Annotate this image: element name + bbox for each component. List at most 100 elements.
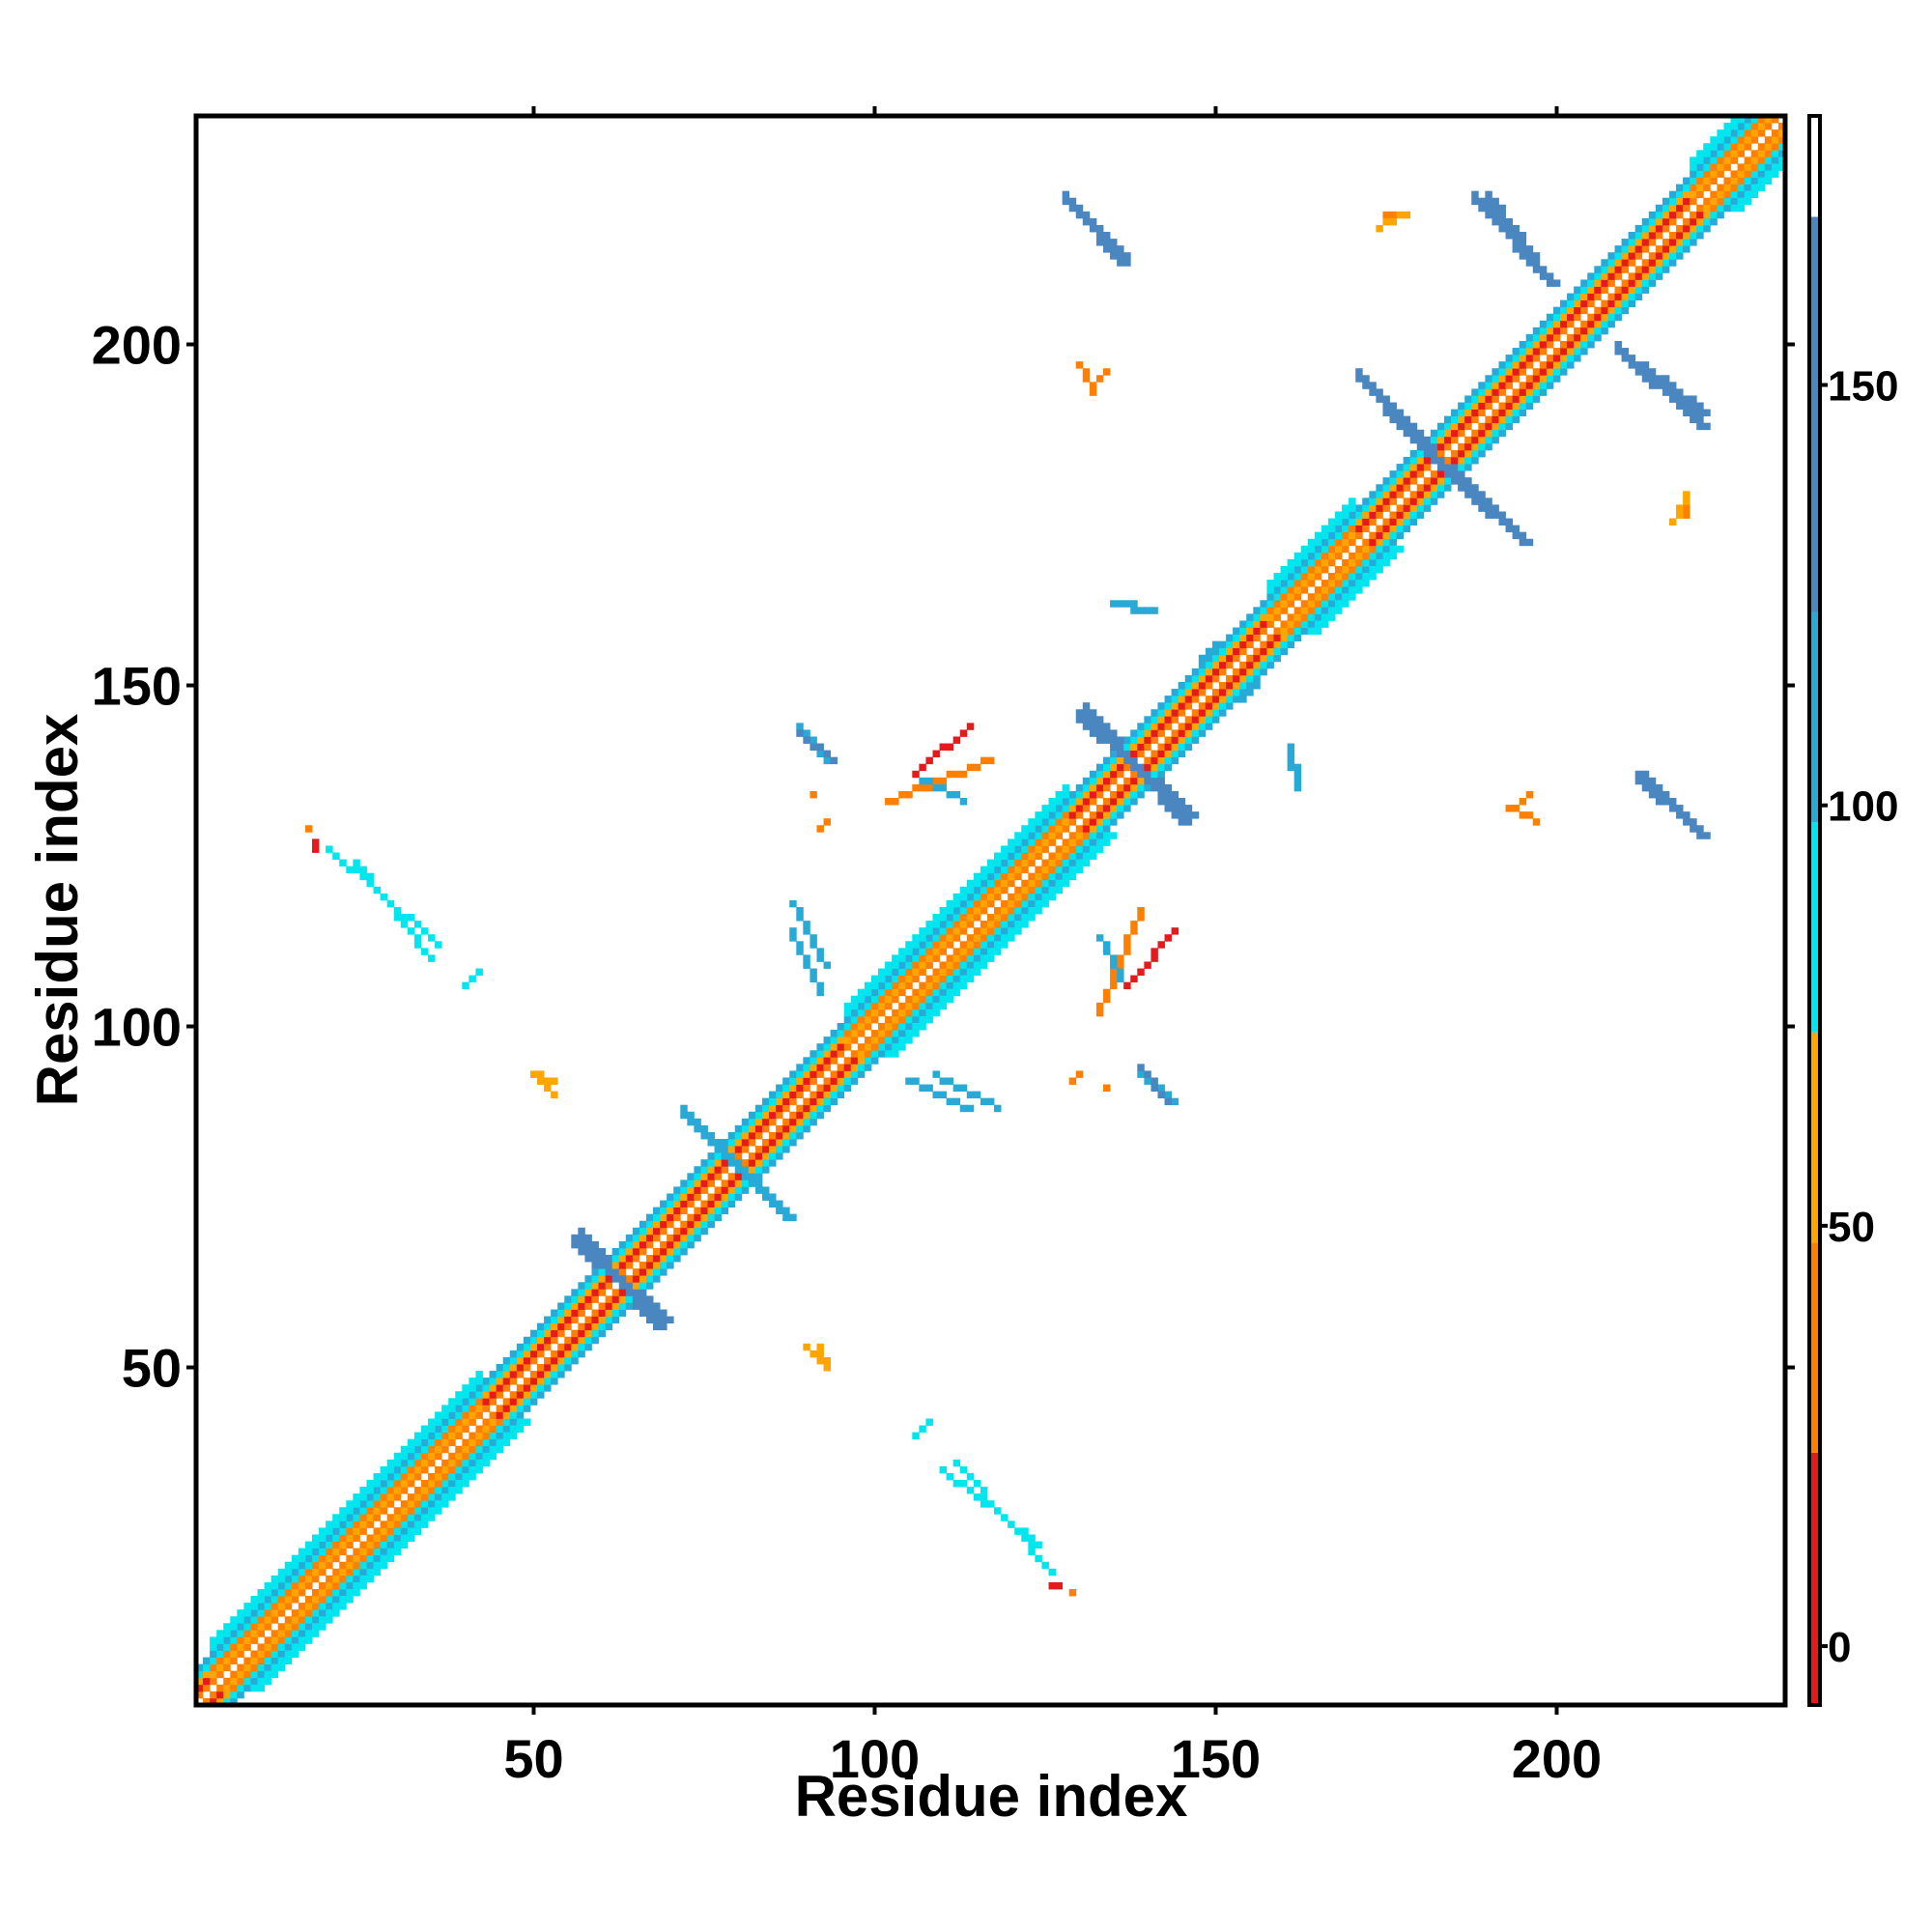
heatmap-cell bbox=[1327, 552, 1336, 560]
heatmap-cell bbox=[1396, 470, 1405, 478]
heatmap-cell bbox=[1211, 689, 1220, 696]
heatmap-cell bbox=[1287, 620, 1295, 628]
heatmap-cell bbox=[1730, 156, 1738, 164]
heatmap-cell bbox=[469, 1459, 476, 1467]
heatmap-cell bbox=[1444, 442, 1452, 451]
heatmap-cell bbox=[878, 981, 886, 990]
heatmap-cell bbox=[1574, 348, 1581, 355]
heatmap-cell bbox=[1321, 565, 1329, 574]
heatmap-cell bbox=[1430, 449, 1438, 458]
heatmap-cell bbox=[1376, 565, 1383, 574]
heatmap-cell bbox=[1594, 333, 1602, 342]
heatmap-cell bbox=[210, 1636, 217, 1644]
heatmap-cell bbox=[1239, 674, 1247, 683]
heatmap-cell bbox=[994, 906, 1002, 915]
heatmap-cell bbox=[1478, 388, 1486, 396]
heatmap-cell bbox=[952, 948, 961, 955]
heatmap-cell bbox=[1178, 681, 1186, 690]
heatmap-cell bbox=[1287, 750, 1295, 758]
heatmap-cell bbox=[359, 1514, 367, 1521]
heatmap-cell bbox=[857, 1015, 866, 1024]
heatmap-cell bbox=[291, 1616, 299, 1624]
heatmap-cell bbox=[754, 1152, 763, 1160]
heatmap-cell bbox=[1075, 852, 1084, 860]
heatmap-cell bbox=[298, 1630, 306, 1637]
heatmap-cell bbox=[1035, 879, 1042, 888]
heatmap-cell bbox=[1690, 217, 1697, 226]
heatmap-cell bbox=[1062, 197, 1070, 206]
heatmap-cell bbox=[1008, 838, 1015, 846]
heatmap-cell bbox=[816, 1091, 824, 1099]
heatmap-cell bbox=[537, 1350, 545, 1358]
heatmap-cell bbox=[312, 1630, 320, 1637]
heatmap-cell bbox=[441, 1425, 449, 1433]
heatmap-cell bbox=[1068, 798, 1077, 806]
heatmap-cell bbox=[475, 1371, 483, 1378]
heatmap-cell bbox=[373, 1561, 382, 1570]
heatmap-cell bbox=[1327, 518, 1336, 526]
heatmap-cell bbox=[782, 1097, 790, 1106]
heatmap-cell bbox=[1464, 395, 1472, 403]
heatmap-cell bbox=[878, 1009, 886, 1017]
heatmap-cell bbox=[489, 1398, 497, 1406]
heatmap-cell bbox=[1014, 914, 1022, 922]
heatmap-cell bbox=[905, 995, 913, 1004]
heatmap-cell bbox=[1130, 975, 1138, 983]
heatmap-cell bbox=[803, 1111, 810, 1120]
heatmap-cell bbox=[210, 1663, 217, 1672]
heatmap-cell bbox=[687, 1173, 695, 1180]
heatmap-cell bbox=[776, 1111, 783, 1120]
heatmap-cell bbox=[380, 1493, 388, 1501]
heatmap-cell bbox=[1498, 382, 1506, 389]
heatmap-cell bbox=[1178, 798, 1186, 806]
heatmap-cell bbox=[1676, 232, 1684, 240]
heatmap-cell bbox=[966, 1487, 975, 1494]
heatmap-cell bbox=[1594, 313, 1602, 322]
heatmap-cell bbox=[326, 1616, 333, 1624]
heatmap-cell bbox=[1471, 429, 1479, 438]
heatmap-cell bbox=[270, 1596, 279, 1604]
heatmap-cell bbox=[1376, 224, 1383, 233]
heatmap-cell bbox=[1117, 763, 1124, 772]
heatmap-cell bbox=[1587, 293, 1595, 301]
heatmap-cell bbox=[707, 1179, 715, 1187]
heatmap-cell bbox=[1409, 422, 1418, 431]
heatmap-cell bbox=[366, 879, 374, 888]
heatmap-cell bbox=[782, 1213, 790, 1222]
heatmap-cell bbox=[1648, 777, 1657, 785]
heatmap-cell bbox=[1676, 239, 1684, 246]
heatmap-cell bbox=[1062, 825, 1070, 833]
heatmap-cell bbox=[230, 1616, 238, 1624]
heatmap-cell bbox=[277, 1657, 286, 1665]
heatmap-cell bbox=[1321, 620, 1329, 628]
heatmap-cell bbox=[966, 968, 975, 976]
heatmap-cell bbox=[353, 1520, 360, 1528]
heatmap-cell bbox=[1634, 770, 1643, 779]
heatmap-cell bbox=[1211, 654, 1220, 663]
heatmap-cell bbox=[1492, 211, 1499, 219]
heatmap-cell bbox=[741, 1118, 750, 1126]
heatmap-cell bbox=[407, 1493, 415, 1501]
heatmap-cell bbox=[489, 1445, 497, 1454]
heatmap-cell bbox=[1430, 477, 1438, 485]
heatmap-cell bbox=[1744, 156, 1752, 164]
heatmap-cell bbox=[502, 1378, 511, 1385]
heatmap-cell bbox=[803, 921, 810, 928]
heatmap-cell bbox=[973, 879, 981, 888]
heatmap-cell bbox=[339, 1541, 347, 1549]
heatmap-cell bbox=[578, 1336, 585, 1345]
heatmap-cell bbox=[210, 1670, 217, 1679]
heatmap-cell bbox=[1089, 825, 1097, 833]
heatmap-cell bbox=[1001, 879, 1009, 888]
heatmap-cell bbox=[1396, 484, 1405, 492]
heatmap-cell bbox=[210, 1677, 217, 1686]
heatmap-cell bbox=[420, 1500, 429, 1508]
heatmap-cell bbox=[462, 1452, 469, 1461]
heatmap-cell bbox=[230, 1677, 238, 1686]
heatmap-cell bbox=[1219, 640, 1227, 649]
heatmap-cell bbox=[1219, 654, 1227, 663]
heatmap-cell bbox=[939, 927, 948, 935]
heatmap-cell bbox=[1601, 320, 1608, 328]
heatmap-cell bbox=[1123, 783, 1131, 792]
